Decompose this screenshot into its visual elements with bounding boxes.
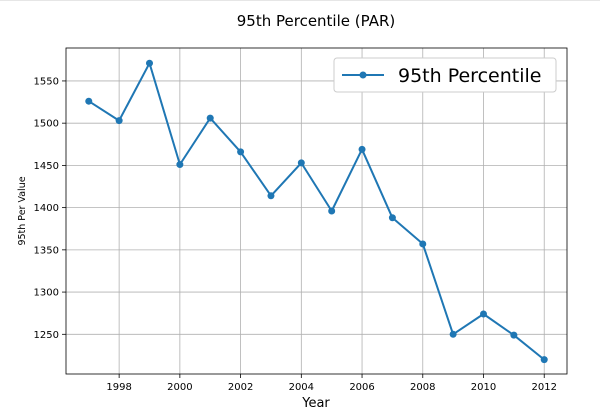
data-point bbox=[358, 145, 366, 153]
x-axis: 1998 2000 2002 2004 2006 2008 2010 2012 bbox=[106, 374, 557, 393]
data-point bbox=[328, 207, 336, 215]
data-point bbox=[146, 59, 153, 67]
x-tick-label: 2010 bbox=[471, 382, 496, 393]
y-tick-label: 1300 bbox=[34, 288, 59, 299]
data-point bbox=[480, 310, 487, 318]
x-tick-label: 2008 bbox=[410, 382, 435, 393]
data-point bbox=[85, 97, 93, 105]
y-tick-label: 1550 bbox=[34, 76, 59, 87]
data-point bbox=[206, 114, 214, 122]
y-axis-label: 95th Per Value bbox=[17, 176, 28, 245]
series-group bbox=[85, 59, 548, 364]
data-point bbox=[419, 240, 427, 248]
top-divider bbox=[0, 0, 600, 1]
data-point bbox=[267, 192, 275, 200]
legend-box bbox=[333, 57, 557, 93]
grid-lines bbox=[66, 48, 567, 374]
y-axis: 1250 1300 1350 1400 1450 1500 1550 bbox=[34, 76, 66, 341]
x-tick-label: 2004 bbox=[289, 382, 314, 393]
plot-area bbox=[65, 47, 568, 375]
data-point bbox=[449, 330, 457, 338]
legend-entry-label: 95th Percentile bbox=[398, 65, 541, 87]
x-tick-label: 1998 bbox=[106, 382, 131, 393]
y-tick-label: 1500 bbox=[34, 119, 59, 130]
x-tick-label: 2002 bbox=[228, 382, 253, 393]
x-axis-label: Year bbox=[301, 396, 330, 411]
data-point bbox=[297, 159, 305, 167]
data-point bbox=[115, 117, 123, 125]
data-point bbox=[176, 161, 184, 169]
x-tick-label: 2000 bbox=[167, 382, 192, 393]
legend-marker bbox=[359, 71, 367, 79]
chart-title: 95th Percentile (PAR) bbox=[237, 12, 396, 30]
legend: 95th Percentile bbox=[333, 57, 557, 93]
series-line bbox=[88, 62, 545, 361]
data-point bbox=[237, 148, 245, 156]
y-tick-label: 1400 bbox=[34, 203, 59, 214]
data-point bbox=[510, 331, 518, 339]
y-tick-label: 1450 bbox=[34, 161, 59, 172]
data-point bbox=[388, 214, 396, 222]
y-tick-label: 1350 bbox=[34, 245, 59, 256]
y-tick-label: 1250 bbox=[34, 330, 59, 341]
data-point bbox=[540, 356, 548, 364]
x-tick-label: 2006 bbox=[349, 382, 374, 393]
x-tick-label: 2012 bbox=[532, 382, 557, 393]
